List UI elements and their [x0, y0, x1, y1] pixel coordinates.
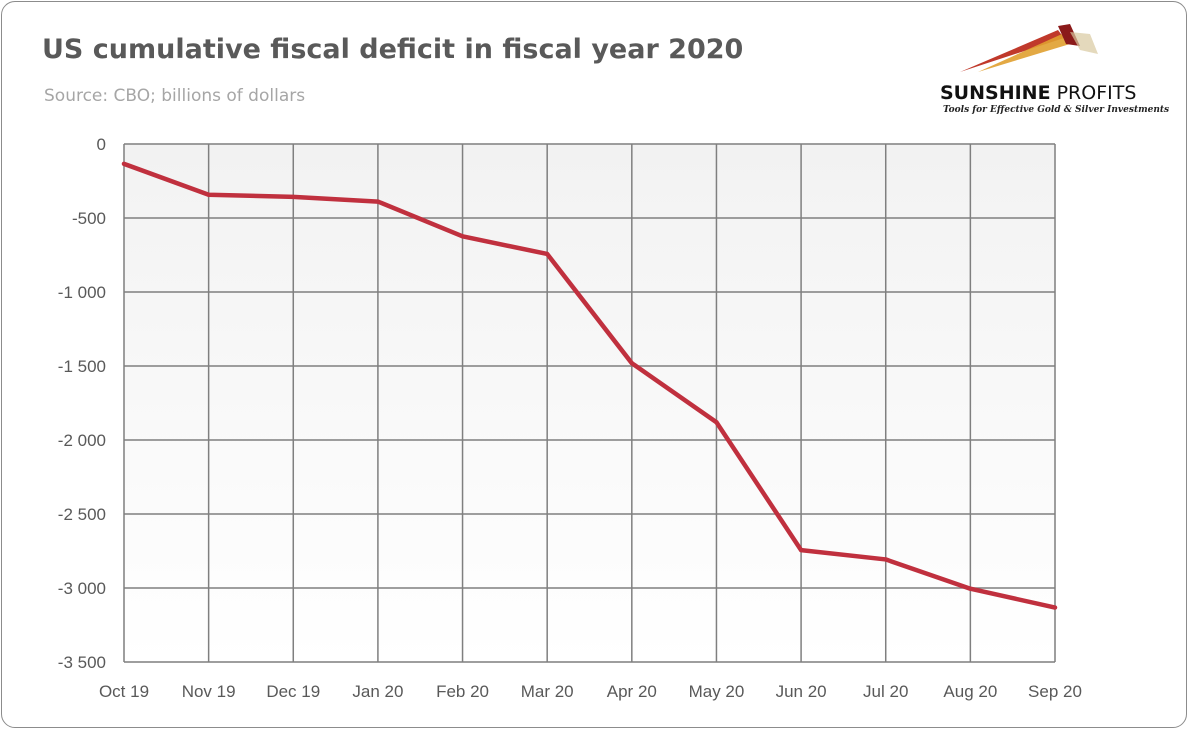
data-point [714, 420, 719, 425]
x-axis-ticks: Oct 19 Nov 19 Dec 19 Jan 20 Feb 20 Mar 20 Apr … [99, 682, 1082, 701]
x-tick-label: Jun 20 [776, 682, 827, 701]
y-tick-label: -1 500 [58, 357, 106, 376]
logo-name-part2: PROFITS [1050, 82, 1137, 104]
data-point [206, 192, 211, 197]
data-point [460, 234, 465, 239]
x-tick-label: Aug 20 [943, 682, 997, 701]
data-point [1053, 605, 1057, 610]
chart-title: US cumulative fiscal deficit in fiscal y… [42, 34, 744, 65]
logo-name-part1: SUNSHINE [940, 82, 1051, 104]
x-tick-label: Apr 20 [607, 682, 657, 701]
y-tick-label: -2 500 [58, 505, 106, 524]
x-tick-label: Mar 20 [521, 682, 574, 701]
x-tick-label: Feb 20 [436, 682, 489, 701]
sun-rays-icon [960, 24, 1098, 72]
sunshine-profits-logo: SUNSHINE PROFITS Tools for Effective Gol… [930, 20, 1170, 120]
data-point [375, 199, 380, 204]
logo-name: SUNSHINE PROFITS [940, 82, 1136, 104]
y-tick-label: -2 000 [58, 431, 106, 450]
x-tick-label: Dec 19 [266, 682, 320, 701]
chart-subtitle: Source: CBO; billions of dollars [44, 86, 306, 106]
x-tick-label: Oct 19 [99, 682, 149, 701]
data-point [883, 557, 888, 562]
y-tick-label: 0 [97, 135, 106, 154]
y-tick-label: -500 [72, 209, 106, 228]
data-point [122, 161, 126, 166]
data-point [799, 548, 804, 553]
data-point [545, 251, 550, 256]
x-tick-label: Jan 20 [352, 682, 403, 701]
grid-lines [123, 143, 1056, 663]
x-tick-label: Nov 19 [182, 682, 236, 701]
y-tick-label: -3 500 [58, 653, 106, 672]
x-tick-label: May 20 [689, 682, 745, 701]
y-tick-label: -1 000 [58, 283, 106, 302]
data-point [629, 361, 634, 366]
data-point [291, 194, 296, 199]
series-line [121, 161, 1058, 610]
y-axis-ticks: 0 -500 -1 000 -1 500 -2 000 -2 500 -3 000 -3 50… [58, 135, 106, 672]
y-tick-label: -3 000 [58, 579, 106, 598]
plot-area [124, 144, 1055, 662]
x-tick-label: Sep 20 [1028, 682, 1082, 701]
series-group [121, 161, 1058, 610]
x-tick-label: Jul 20 [863, 682, 908, 701]
logo-tagline: Tools for Effective Gold & Silver Invest… [943, 105, 1170, 115]
data-point [968, 586, 973, 591]
